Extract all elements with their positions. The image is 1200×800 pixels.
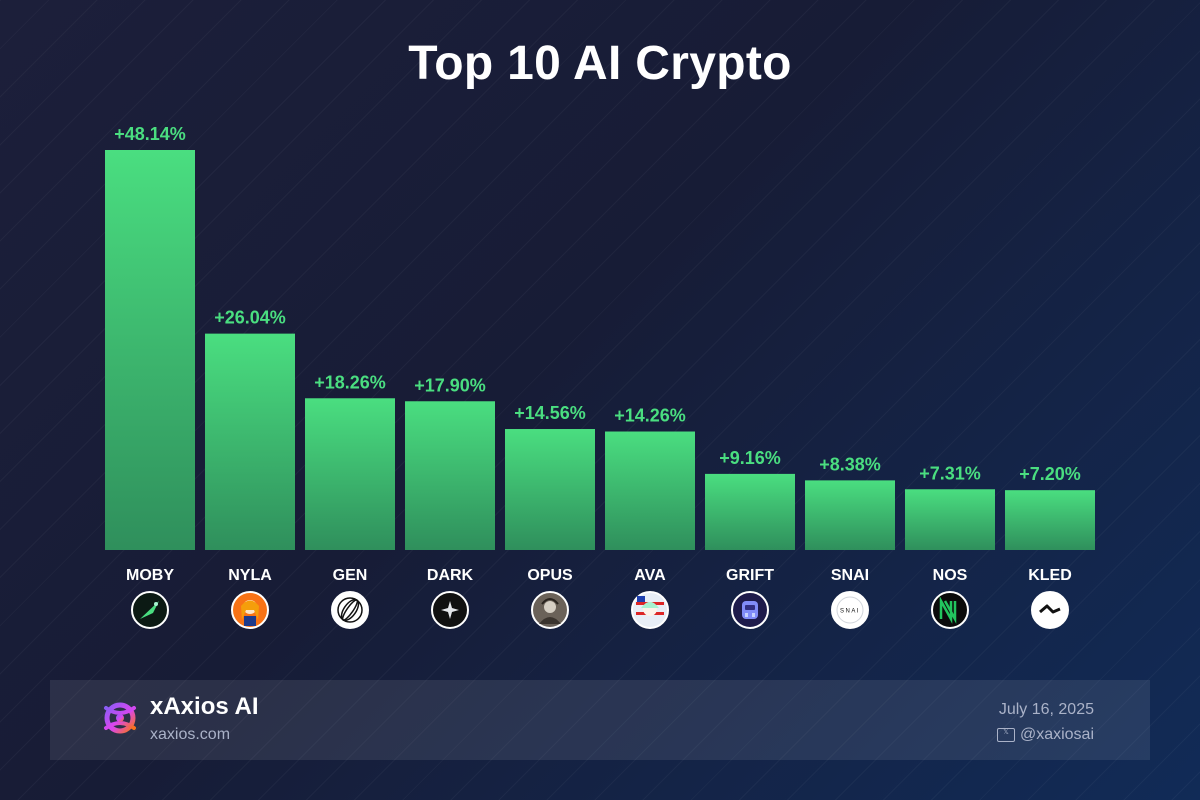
value-label-nos: +7.31% [919, 463, 981, 483]
bar-dark [405, 401, 495, 550]
opus-portrait-icon [531, 591, 569, 629]
nyla-avatar-icon [231, 591, 269, 629]
value-label-kled: +7.20% [1019, 464, 1081, 484]
brand-name: xAxios AI [150, 693, 259, 720]
bar-grift [705, 473, 795, 550]
category-label-nyla: NYLA [228, 567, 272, 584]
category-label-kled: KLED [1028, 567, 1072, 584]
category-label-dark: DARK [427, 567, 474, 584]
value-label-snai: +8.38% [819, 454, 881, 474]
value-label-opus: +14.56% [514, 403, 586, 423]
xaxios-logo-icon [104, 702, 136, 734]
bar-chart: +48.14% MOBY +26.04% NYLA +18.26% GEN +17.90% D… [105, 124, 1095, 629]
footer-date: July 16, 2025 [998, 701, 1094, 718]
social-handle-row[interactable]: 𝕏 @xaxiosai [996, 726, 1094, 744]
value-label-moby: +48.14% [114, 124, 186, 144]
bar-opus [505, 429, 595, 550]
value-label-ava: +14.26% [614, 406, 686, 426]
svg-text:SNAI: SNAI [840, 609, 860, 615]
chart-title: Top 10 AI Crypto [408, 37, 792, 90]
bar-moby [105, 150, 195, 550]
bar-kled [1005, 490, 1095, 550]
bar-ava [605, 431, 695, 550]
category-label-opus: OPUS [527, 567, 573, 584]
footer-bar: xAxios AI xaxios.com July 16, 2025 𝕏 @xa… [50, 680, 1150, 760]
dark-star-icon [431, 591, 469, 629]
bar-gen [305, 398, 395, 550]
grift-robot-icon [731, 591, 769, 629]
brand-website[interactable]: xaxios.com [150, 726, 231, 743]
category-label-moby: MOBY [126, 567, 174, 584]
nos-logo-icon [931, 591, 969, 629]
value-label-gen: +18.26% [314, 372, 386, 392]
x-icon: 𝕏 [996, 728, 1015, 742]
category-label-ava: AVA [634, 567, 666, 584]
value-label-nyla: +26.04% [214, 308, 286, 328]
value-label-grift: +9.16% [719, 448, 781, 468]
social-handle: @xaxiosai [1019, 726, 1094, 743]
bar-nos [905, 489, 995, 550]
category-label-grift: GRIFT [726, 567, 774, 584]
bar-snai [805, 480, 895, 550]
category-label-gen: GEN [333, 567, 368, 584]
category-label-snai: SNAI [831, 567, 869, 584]
ava-avatar-icon [631, 591, 669, 629]
kled-wave-icon [1031, 591, 1069, 629]
snai-logo-icon: SNAI [831, 591, 869, 629]
category-label-nos: NOS [933, 567, 968, 584]
moby-fish-icon [131, 591, 169, 629]
bar-nyla [205, 333, 295, 550]
value-label-dark: +17.90% [414, 375, 486, 395]
gen-globe-icon [331, 591, 369, 629]
